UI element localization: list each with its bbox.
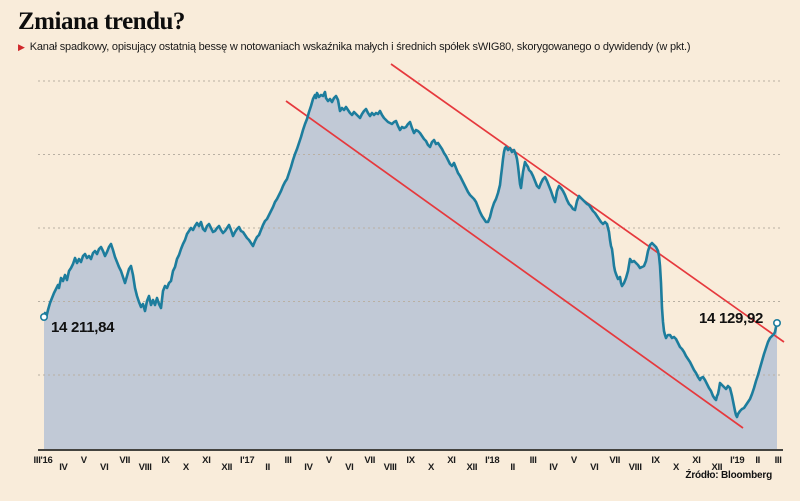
data-point-marker (39, 312, 48, 321)
price-line (42, 90, 779, 419)
x-axis-label: VII (119, 455, 131, 466)
x-axis-label: VIII (628, 461, 642, 473)
x-axis-label: X (182, 461, 189, 473)
chart-subtitle: ▶ Kanał spadkowy, opisujący ostatnią bes… (18, 41, 788, 54)
x-axis-label: II (265, 461, 270, 473)
x-axis-label: XI (692, 455, 701, 466)
x-axis-label: I'18 (485, 455, 500, 466)
x-axis-label: V (325, 455, 332, 466)
x-axis-label: XI (447, 455, 456, 466)
x-axis-label: II (510, 461, 515, 473)
x-axis-label: X (672, 461, 680, 473)
x-axis-label: IV (549, 461, 558, 473)
trendline (285, 100, 744, 429)
x-axis-label: IX (161, 455, 170, 466)
x-axis-label: XII (711, 461, 723, 473)
end-value-label: 14 129,92 (699, 310, 764, 327)
x-axis-label: I'17 (240, 455, 255, 466)
x-axis-label: VII (609, 455, 621, 466)
x-axis-label: IX (651, 455, 660, 466)
chart-subtitle-text: Kanał spadkowy, opisujący ostatnią bessę… (29, 41, 691, 53)
trendline (390, 63, 785, 343)
x-axis-label: VIII (383, 461, 397, 473)
x-axis-label: VI (590, 461, 599, 473)
start-value-label: 14 211,84 (51, 319, 115, 336)
x-axis-label: XII (221, 461, 233, 473)
area-fill (44, 92, 777, 449)
x-axis-label: II (755, 455, 761, 466)
x-axis-label: IV (59, 461, 68, 473)
source-label: Źródło: Bloomberg (685, 470, 772, 481)
x-axis-label: VI (345, 461, 354, 473)
x-axis-label: III'16 (33, 455, 53, 466)
x-axis-label: III (774, 455, 782, 466)
x-axis-label: IX (406, 455, 415, 466)
page-title: Zmiana trendu? (18, 8, 185, 35)
x-axis-label: VIII (138, 461, 152, 473)
x-axis-label: I'19 (730, 455, 745, 466)
x-axis-label: X (427, 461, 434, 473)
x-axis-label: V (570, 455, 577, 466)
x-axis-label: VI (100, 461, 109, 473)
x-axis-label: XI (202, 455, 211, 466)
x-axis-label: IV (304, 461, 313, 473)
bullet-triangle-icon: ▶ (18, 42, 25, 52)
data-point-marker (772, 318, 781, 327)
x-axis-label: III (529, 455, 537, 466)
x-axis-label: VII (364, 455, 376, 466)
x-axis-label: XII (466, 461, 478, 473)
x-axis-label: V (80, 455, 87, 466)
x-axis-label: III (284, 455, 292, 466)
